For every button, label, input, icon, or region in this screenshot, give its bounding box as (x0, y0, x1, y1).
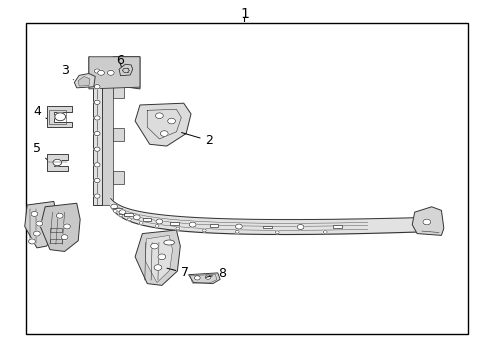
Circle shape (53, 159, 61, 166)
Polygon shape (113, 85, 123, 98)
Circle shape (176, 227, 180, 230)
Bar (26, 23, 467, 334)
Polygon shape (188, 273, 220, 284)
Ellipse shape (163, 240, 174, 245)
Polygon shape (111, 199, 424, 234)
Circle shape (94, 194, 100, 198)
Circle shape (119, 214, 122, 217)
Circle shape (204, 275, 210, 279)
Text: 3: 3 (61, 64, 73, 80)
Bar (113, 208, 122, 211)
Circle shape (94, 85, 100, 89)
Circle shape (167, 118, 175, 124)
Circle shape (297, 225, 304, 230)
Circle shape (323, 230, 326, 233)
Text: 5: 5 (33, 142, 46, 159)
Circle shape (119, 210, 125, 215)
Text: 1: 1 (240, 7, 248, 21)
Circle shape (150, 243, 158, 249)
Polygon shape (135, 230, 180, 285)
Bar (124, 213, 133, 216)
Polygon shape (46, 154, 68, 171)
Circle shape (154, 265, 162, 270)
Polygon shape (89, 57, 140, 89)
Circle shape (94, 163, 100, 167)
Polygon shape (74, 73, 95, 88)
Bar (49, 110, 66, 123)
Text: 6: 6 (116, 54, 123, 67)
Circle shape (155, 113, 163, 118)
Circle shape (202, 229, 206, 232)
Circle shape (94, 116, 100, 120)
Bar (209, 224, 218, 227)
Bar (333, 225, 342, 228)
Circle shape (94, 147, 100, 151)
Circle shape (61, 235, 68, 240)
Circle shape (29, 239, 35, 244)
Circle shape (133, 215, 140, 220)
Polygon shape (411, 207, 443, 235)
Circle shape (127, 218, 131, 221)
Circle shape (36, 221, 42, 226)
Circle shape (110, 204, 117, 209)
Bar (142, 218, 151, 221)
Circle shape (160, 131, 168, 136)
Circle shape (94, 131, 100, 136)
Polygon shape (145, 235, 172, 283)
Text: 7: 7 (166, 266, 189, 279)
Bar (50, 239, 62, 243)
Circle shape (33, 231, 40, 236)
Circle shape (422, 219, 430, 225)
Polygon shape (25, 202, 56, 248)
Circle shape (189, 222, 196, 227)
Polygon shape (46, 107, 72, 127)
Bar (263, 226, 271, 228)
Polygon shape (78, 76, 90, 86)
Text: 8: 8 (205, 267, 225, 280)
Polygon shape (89, 57, 140, 89)
Text: 4: 4 (33, 105, 46, 118)
Bar (50, 228, 62, 232)
Circle shape (55, 113, 65, 121)
Polygon shape (102, 64, 113, 205)
Circle shape (156, 219, 163, 224)
Text: 2: 2 (181, 132, 213, 147)
Circle shape (275, 231, 279, 234)
Polygon shape (119, 64, 132, 76)
Circle shape (98, 70, 104, 75)
Circle shape (107, 70, 114, 75)
Circle shape (94, 69, 100, 73)
Circle shape (56, 213, 63, 218)
Polygon shape (113, 128, 123, 141)
Circle shape (158, 254, 165, 260)
Circle shape (31, 211, 38, 216)
Circle shape (235, 224, 242, 229)
Circle shape (235, 230, 239, 233)
Circle shape (139, 221, 143, 224)
Polygon shape (40, 203, 80, 251)
Circle shape (63, 224, 70, 229)
Bar (170, 222, 179, 225)
Polygon shape (93, 64, 102, 205)
Polygon shape (135, 103, 191, 146)
Circle shape (94, 100, 100, 104)
Circle shape (155, 225, 159, 228)
Circle shape (113, 210, 117, 212)
Circle shape (194, 276, 200, 280)
Polygon shape (113, 171, 123, 184)
Circle shape (94, 178, 100, 183)
